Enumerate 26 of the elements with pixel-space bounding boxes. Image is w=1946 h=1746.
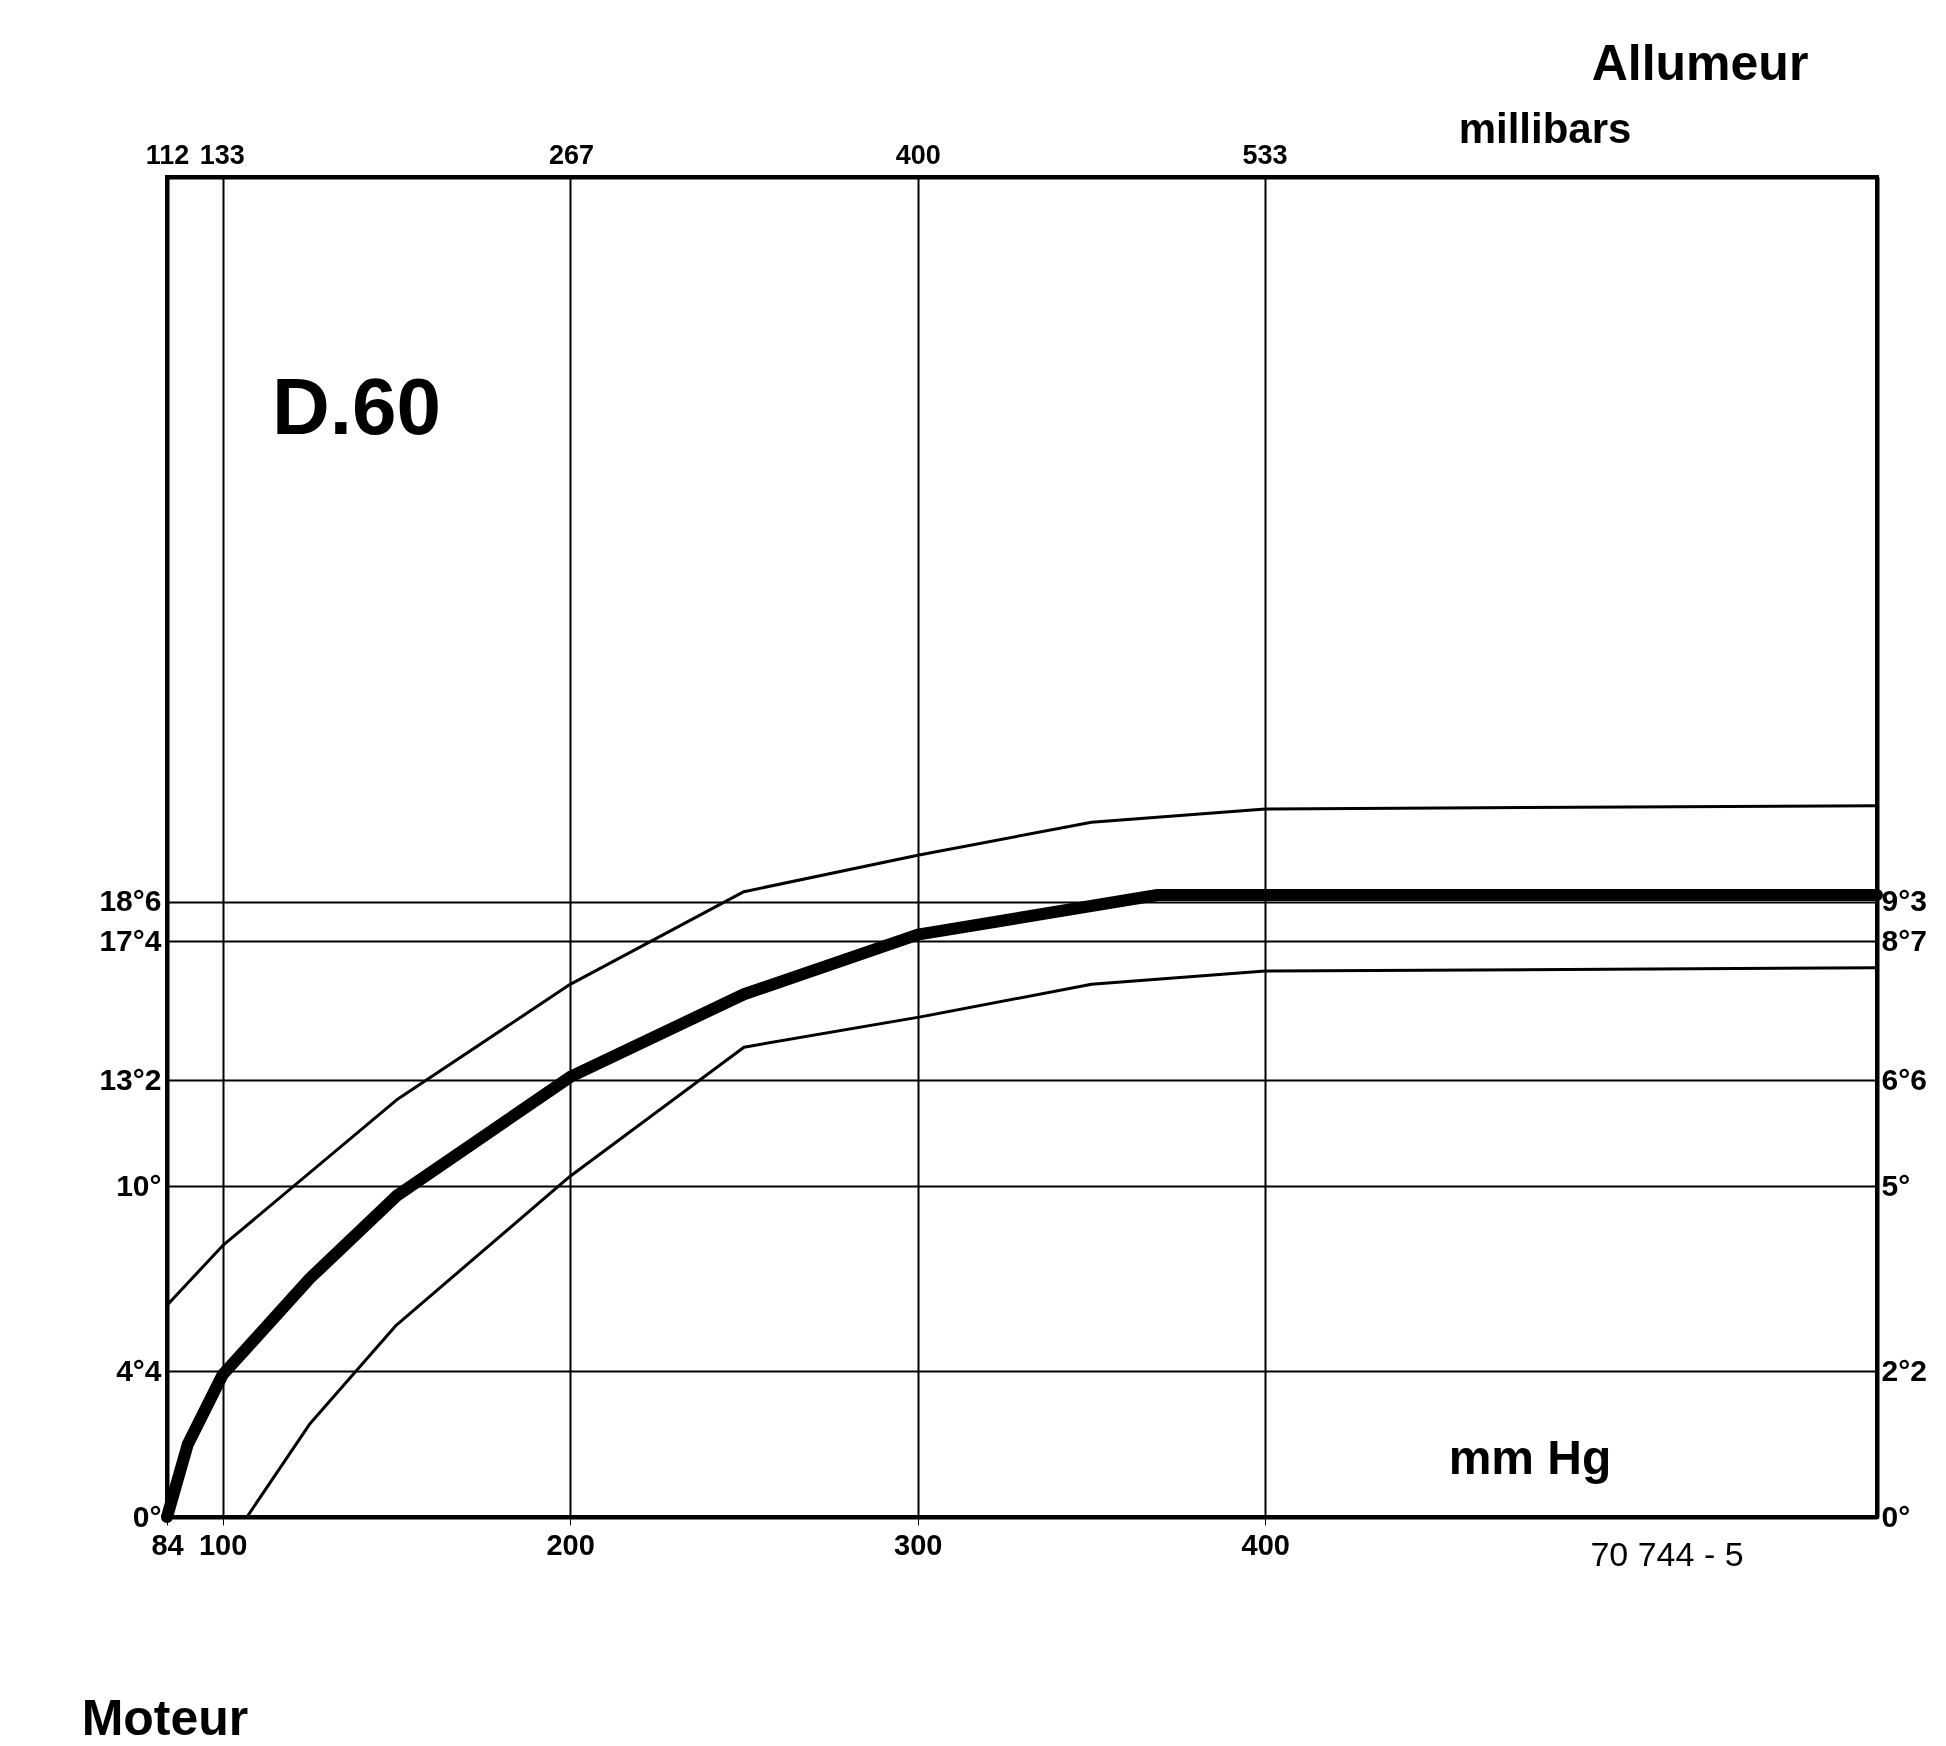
- y2-tick-label: 8°7: [1881, 923, 1927, 957]
- x2-tick-label: 133: [199, 139, 245, 170]
- y-tick-label: 10°: [116, 1168, 162, 1202]
- x-tick-label: 200: [546, 1528, 595, 1561]
- y2-tick-label: 9°3: [1881, 884, 1927, 918]
- text: Allumeur: [1591, 35, 1809, 91]
- x2-tick-label: 400: [895, 139, 941, 170]
- text: D.60: [272, 362, 441, 451]
- y2-tick-label: 2°2: [1881, 1353, 1927, 1387]
- x-tick-label: 400: [1241, 1528, 1290, 1561]
- x2-axis-title: millibars: [1458, 105, 1632, 152]
- y-tick-label: 4°4: [116, 1353, 162, 1387]
- x2-tick-label: 267: [549, 139, 595, 170]
- x2-tick-label: 533: [1242, 139, 1288, 170]
- x-axis-title: mm Hg: [1448, 1431, 1612, 1484]
- text: 70 744 - 5: [1590, 1535, 1744, 1573]
- x-tick-label: 100: [198, 1528, 248, 1561]
- y-tick-label: 17°4: [99, 923, 162, 957]
- y-tick-label: 18°6: [99, 884, 162, 918]
- y-tick-label: 13°2: [99, 1062, 162, 1096]
- y2-tick-label: 0°: [1881, 1499, 1911, 1533]
- y2-tick-label: 5°: [1881, 1168, 1911, 1202]
- y2-tick-label: 6°6: [1881, 1062, 1927, 1096]
- x-tick-label: 300: [894, 1528, 943, 1561]
- x2-tick-label: 112: [145, 139, 190, 170]
- text: Moteur: [81, 1690, 249, 1746]
